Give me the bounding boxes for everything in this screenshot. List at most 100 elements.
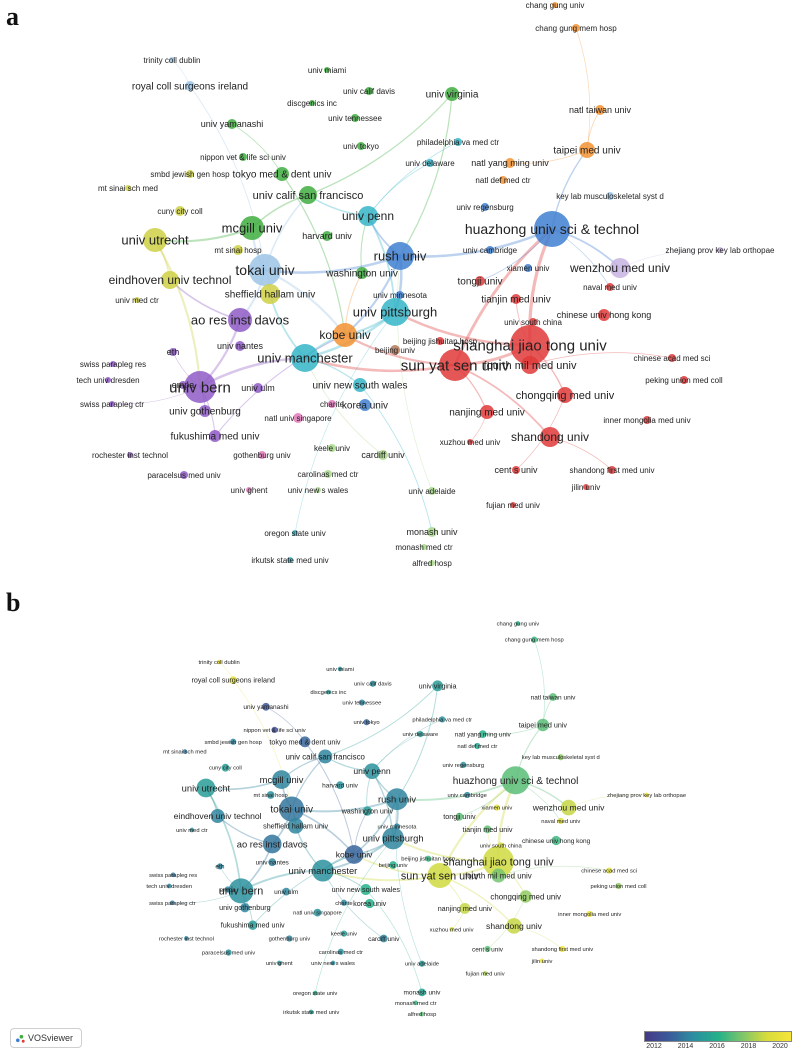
node-monash-med-ctr[interactable]: [413, 1000, 419, 1006]
node-chongqing-med-univ[interactable]: [557, 387, 573, 403]
node-shandong-first-med-univ[interactable]: [608, 466, 616, 474]
node-washington-univ[interactable]: [362, 806, 373, 816]
node-univ-tennessee[interactable]: [358, 699, 366, 706]
node-univ-ulm[interactable]: [282, 887, 291, 896]
node-irkutsk-state-med-univ[interactable]: [308, 1009, 314, 1015]
node-empa[interactable]: [179, 381, 187, 389]
node-univ-regensburg[interactable]: [481, 203, 489, 211]
node-fukushima-med-univ[interactable]: [209, 430, 221, 442]
node-carolinas-med-ctr[interactable]: [324, 470, 332, 478]
node-philadelphia-va-med-ctr[interactable]: [439, 716, 446, 723]
node-eth[interactable]: [216, 863, 224, 870]
node-charite[interactable]: [328, 400, 336, 408]
node-chang-gung-univ[interactable]: [515, 621, 521, 626]
node-mt-sinai-hosp[interactable]: [233, 245, 243, 255]
node-korea-univ[interactable]: [365, 898, 375, 909]
node-univ-miami[interactable]: [337, 666, 343, 672]
node-tokyo-med-dent-univ[interactable]: [275, 167, 289, 181]
node-shandong-first-med-univ[interactable]: [559, 945, 566, 953]
node-cent-s-univ[interactable]: [484, 945, 491, 953]
node-beijing-jishuitan-hosp[interactable]: [425, 855, 432, 862]
node-huazhong-univ-sci-technol[interactable]: [534, 211, 570, 247]
node-washington-univ[interactable]: [356, 267, 368, 279]
node-xuzhou-med-univ[interactable]: [467, 439, 473, 445]
node-oregon-state-univ[interactable]: [292, 530, 298, 536]
node-univ-penn[interactable]: [358, 206, 378, 226]
node-fourth-mil-med-univ[interactable]: [491, 868, 506, 883]
node-univ-regensburg[interactable]: [460, 761, 467, 769]
node-inner-mongolia-med-univ[interactable]: [586, 910, 593, 918]
node-univ-gothenburg[interactable]: [240, 903, 250, 913]
node-univ-yamanashi[interactable]: [262, 702, 270, 711]
node-ao-res-inst-davos[interactable]: [262, 834, 282, 854]
node-trinity-coll-dublin[interactable]: [169, 57, 175, 63]
node-fujian-med-univ[interactable]: [482, 971, 488, 976]
node-tech-univ-dresden[interactable]: [105, 377, 111, 383]
node-tokyo-med-dent-univ[interactable]: [299, 736, 311, 748]
node-trinity-coll-dublin[interactable]: [216, 659, 222, 665]
node-naval-med-univ[interactable]: [557, 817, 564, 825]
node-oregon-state-univ[interactable]: [312, 990, 318, 996]
node-univ-med-ctr[interactable]: [134, 297, 140, 303]
node-univ-cambridge[interactable]: [486, 246, 494, 254]
node-nanjing-med-univ[interactable]: [480, 405, 494, 419]
node-jilin-univ[interactable]: [539, 958, 545, 964]
node-beijing-univ[interactable]: [389, 861, 397, 869]
node-mt-sinai-sch-med[interactable]: [182, 749, 188, 754]
node-tech-univ-dresden[interactable]: [166, 883, 172, 889]
node-univ-ghent[interactable]: [276, 960, 282, 966]
node-sun-yat-sen-univ[interactable]: [439, 349, 471, 381]
node-paracelsus-med-univ[interactable]: [180, 471, 188, 479]
node-chang-gung-mem-hosp[interactable]: [572, 24, 580, 32]
node-monash-med-ctr[interactable]: [421, 544, 427, 550]
node-xuzhou-med-univ[interactable]: [449, 927, 454, 932]
node-univ-minnesota[interactable]: [396, 291, 404, 299]
node-univ-calif-san-francisco[interactable]: [299, 186, 317, 204]
node-chongqing-med-univ[interactable]: [519, 890, 532, 903]
node-royal-coll-surgeons-ireland[interactable]: [185, 81, 195, 91]
node-carolinas-med-ctr[interactable]: [337, 948, 344, 955]
node-univ-bern[interactable]: [228, 878, 254, 904]
node-natl-univ-singapore[interactable]: [313, 908, 322, 917]
node-univ-new-s-wales[interactable]: [330, 960, 336, 966]
node-univ-miami[interactable]: [324, 67, 330, 73]
node-univ-yamanashi[interactable]: [227, 119, 237, 129]
node-univ-new-s-wales[interactable]: [315, 487, 321, 493]
node-kobe-univ[interactable]: [333, 323, 357, 347]
node-rochester-inst-technol[interactable]: [184, 936, 189, 941]
node-univ-cambridge[interactable]: [464, 791, 471, 799]
node-mt-sinai-sch-med[interactable]: [125, 185, 131, 191]
node-swiss-parapleg-ctr[interactable]: [170, 900, 175, 906]
node-mt-sinai-hosp[interactable]: [266, 791, 275, 799]
node-univ-nantes[interactable]: [235, 341, 245, 351]
node-huazhong-univ-sci-technol[interactable]: [501, 766, 530, 795]
node-taipei-med-univ[interactable]: [536, 718, 550, 732]
node-chang-gung-mem-hosp[interactable]: [531, 636, 538, 643]
node-univ-utrecht[interactable]: [196, 778, 216, 798]
node-univ-delaware[interactable]: [426, 159, 434, 167]
node-kobe-univ[interactable]: [344, 845, 364, 864]
node-peking-union-med-coll[interactable]: [680, 376, 688, 384]
node-tianjin-med-univ[interactable]: [483, 825, 492, 834]
node-key-lab-musculoskeletal-syst-d[interactable]: [606, 192, 614, 200]
node-tongji-univ[interactable]: [455, 812, 464, 821]
node-cardiff-univ[interactable]: [378, 450, 388, 460]
node-univ-tokyo[interactable]: [357, 142, 365, 150]
node-univ-pittsburgh[interactable]: [381, 298, 409, 326]
node-chinese-univ-hong-kong[interactable]: [551, 835, 561, 846]
node-cuny-city-coll[interactable]: [221, 763, 230, 772]
node-alfred-hosp[interactable]: [429, 560, 435, 566]
node-natl-yang-ming-univ[interactable]: [505, 158, 515, 168]
node-eth[interactable]: [169, 348, 177, 356]
node-swiss-parapleg-ctr[interactable]: [109, 401, 115, 407]
node-univ-delaware[interactable]: [417, 730, 424, 738]
node-univ-utrecht[interactable]: [143, 228, 167, 252]
node-discgenics-inc[interactable]: [309, 100, 315, 106]
node-univ-adelaide[interactable]: [428, 487, 436, 495]
node-univ-new-south-wales[interactable]: [360, 884, 372, 895]
node-cuny-city-coll[interactable]: [175, 206, 185, 216]
node-jilin-univ[interactable]: [583, 484, 589, 490]
node-mcgill-univ[interactable]: [240, 216, 264, 240]
node-univ-calif-davis[interactable]: [365, 87, 373, 95]
